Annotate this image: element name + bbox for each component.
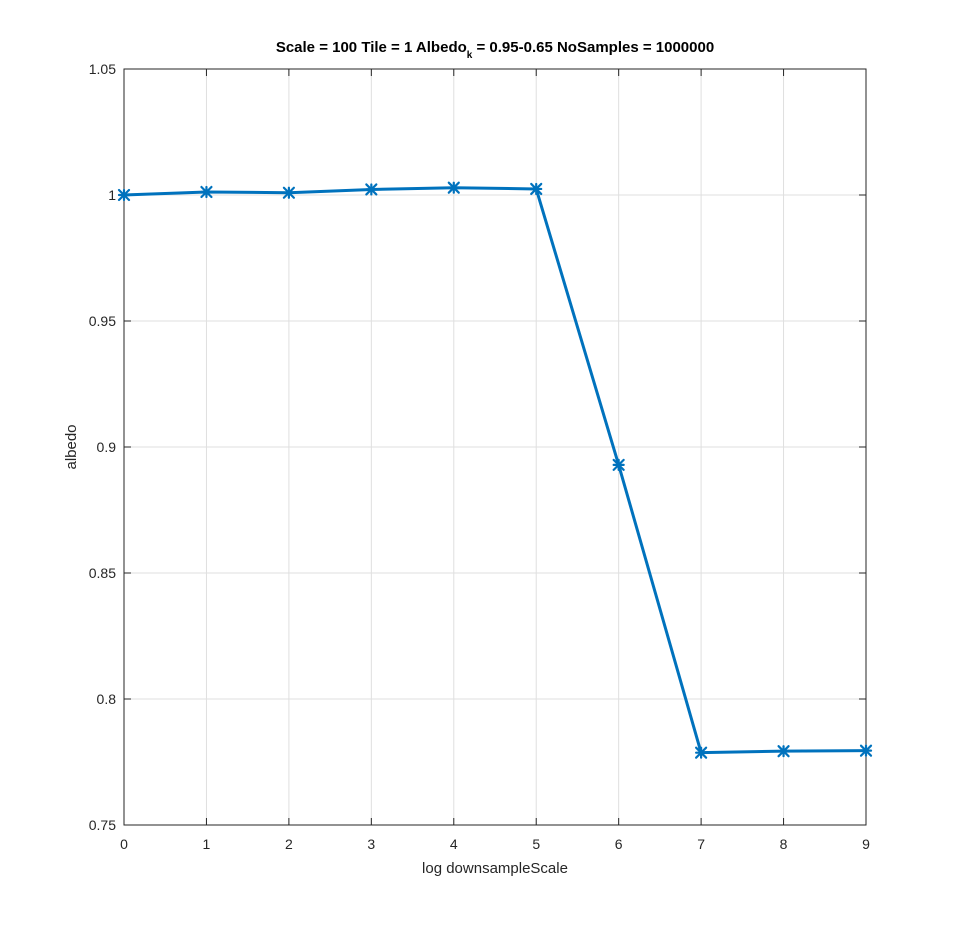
data-point-marker [117, 188, 131, 202]
x-tick-label: 8 [780, 836, 788, 852]
y-tick-label: 1 [108, 187, 116, 203]
y-tick-label: 0.85 [89, 565, 116, 581]
x-tick-label: 0 [120, 836, 128, 852]
x-axis-label: log downsampleScale [422, 860, 568, 877]
y-axis-label: albedo [63, 424, 80, 469]
chart-title: Scale = 100 Tile = 1 Albedok = 0.95-0.65… [276, 39, 714, 61]
x-tick-label: 3 [367, 836, 375, 852]
y-tick-label: 0.9 [97, 439, 117, 455]
data-point-marker [612, 458, 625, 471]
data-point-marker [777, 745, 790, 758]
data-point-marker [859, 744, 873, 757]
x-tick-label: 1 [203, 836, 211, 852]
data-point-marker [695, 746, 708, 759]
x-tick-label: 2 [285, 836, 293, 852]
series [117, 181, 873, 759]
series-line [123, 186, 867, 755]
ticks: 0 1 2 3 4 5 6 7 8 9 0.75 0.8 0.85 0.9 0.95 1 1.05 [89, 61, 870, 852]
data-point-marker [530, 182, 543, 196]
y-tick-label: 0.95 [89, 313, 116, 329]
x-tick-label: 9 [862, 836, 870, 852]
x-tick-label: 7 [697, 836, 705, 852]
chart-title-rest: = 0.95-0.65 NoSamples = 1000000 [472, 39, 714, 56]
x-tick-label: 6 [615, 836, 623, 852]
chart-title-main: Scale = 100 Tile = 1 Albedo [276, 39, 467, 56]
data-point-marker [282, 186, 295, 199]
y-tick-label: 1.05 [89, 61, 116, 77]
data-point-marker [200, 185, 213, 199]
data-point-marker [447, 181, 460, 194]
y-tick-label: 0.8 [97, 691, 117, 707]
chart-title-subscript: k [467, 50, 473, 61]
x-tick-label: 5 [532, 836, 540, 852]
x-tick-label: 4 [450, 836, 458, 852]
y-tick-label: 0.75 [89, 817, 116, 833]
data-point-marker [365, 183, 378, 196]
